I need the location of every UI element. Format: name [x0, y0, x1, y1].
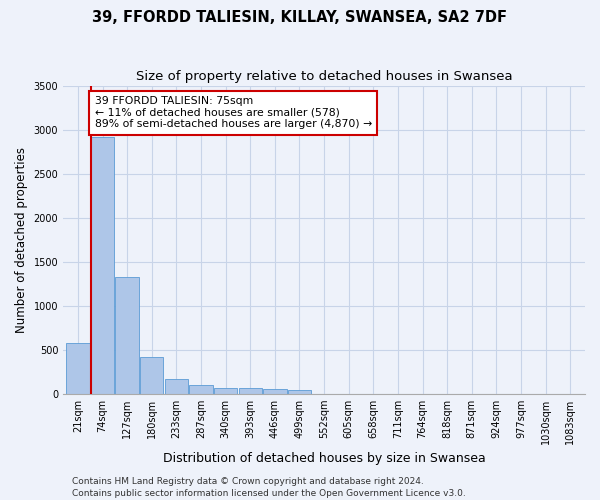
Bar — [288, 390, 311, 394]
Bar — [91, 136, 114, 394]
Text: 39 FFORDD TALIESIN: 75sqm
← 11% of detached houses are smaller (578)
89% of semi: 39 FFORDD TALIESIN: 75sqm ← 11% of detac… — [95, 96, 372, 130]
Bar — [263, 389, 287, 394]
Bar — [140, 357, 163, 394]
Text: 39, FFORDD TALIESIN, KILLAY, SWANSEA, SA2 7DF: 39, FFORDD TALIESIN, KILLAY, SWANSEA, SA… — [92, 10, 508, 25]
Title: Size of property relative to detached houses in Swansea: Size of property relative to detached ho… — [136, 70, 512, 83]
Bar — [190, 385, 213, 394]
Bar — [115, 278, 139, 394]
Bar — [165, 380, 188, 394]
Bar — [214, 388, 238, 394]
Text: Contains HM Land Registry data © Crown copyright and database right 2024.
Contai: Contains HM Land Registry data © Crown c… — [72, 476, 466, 498]
Y-axis label: Number of detached properties: Number of detached properties — [15, 146, 28, 332]
Bar — [66, 344, 89, 394]
X-axis label: Distribution of detached houses by size in Swansea: Distribution of detached houses by size … — [163, 452, 485, 465]
Bar — [239, 388, 262, 394]
